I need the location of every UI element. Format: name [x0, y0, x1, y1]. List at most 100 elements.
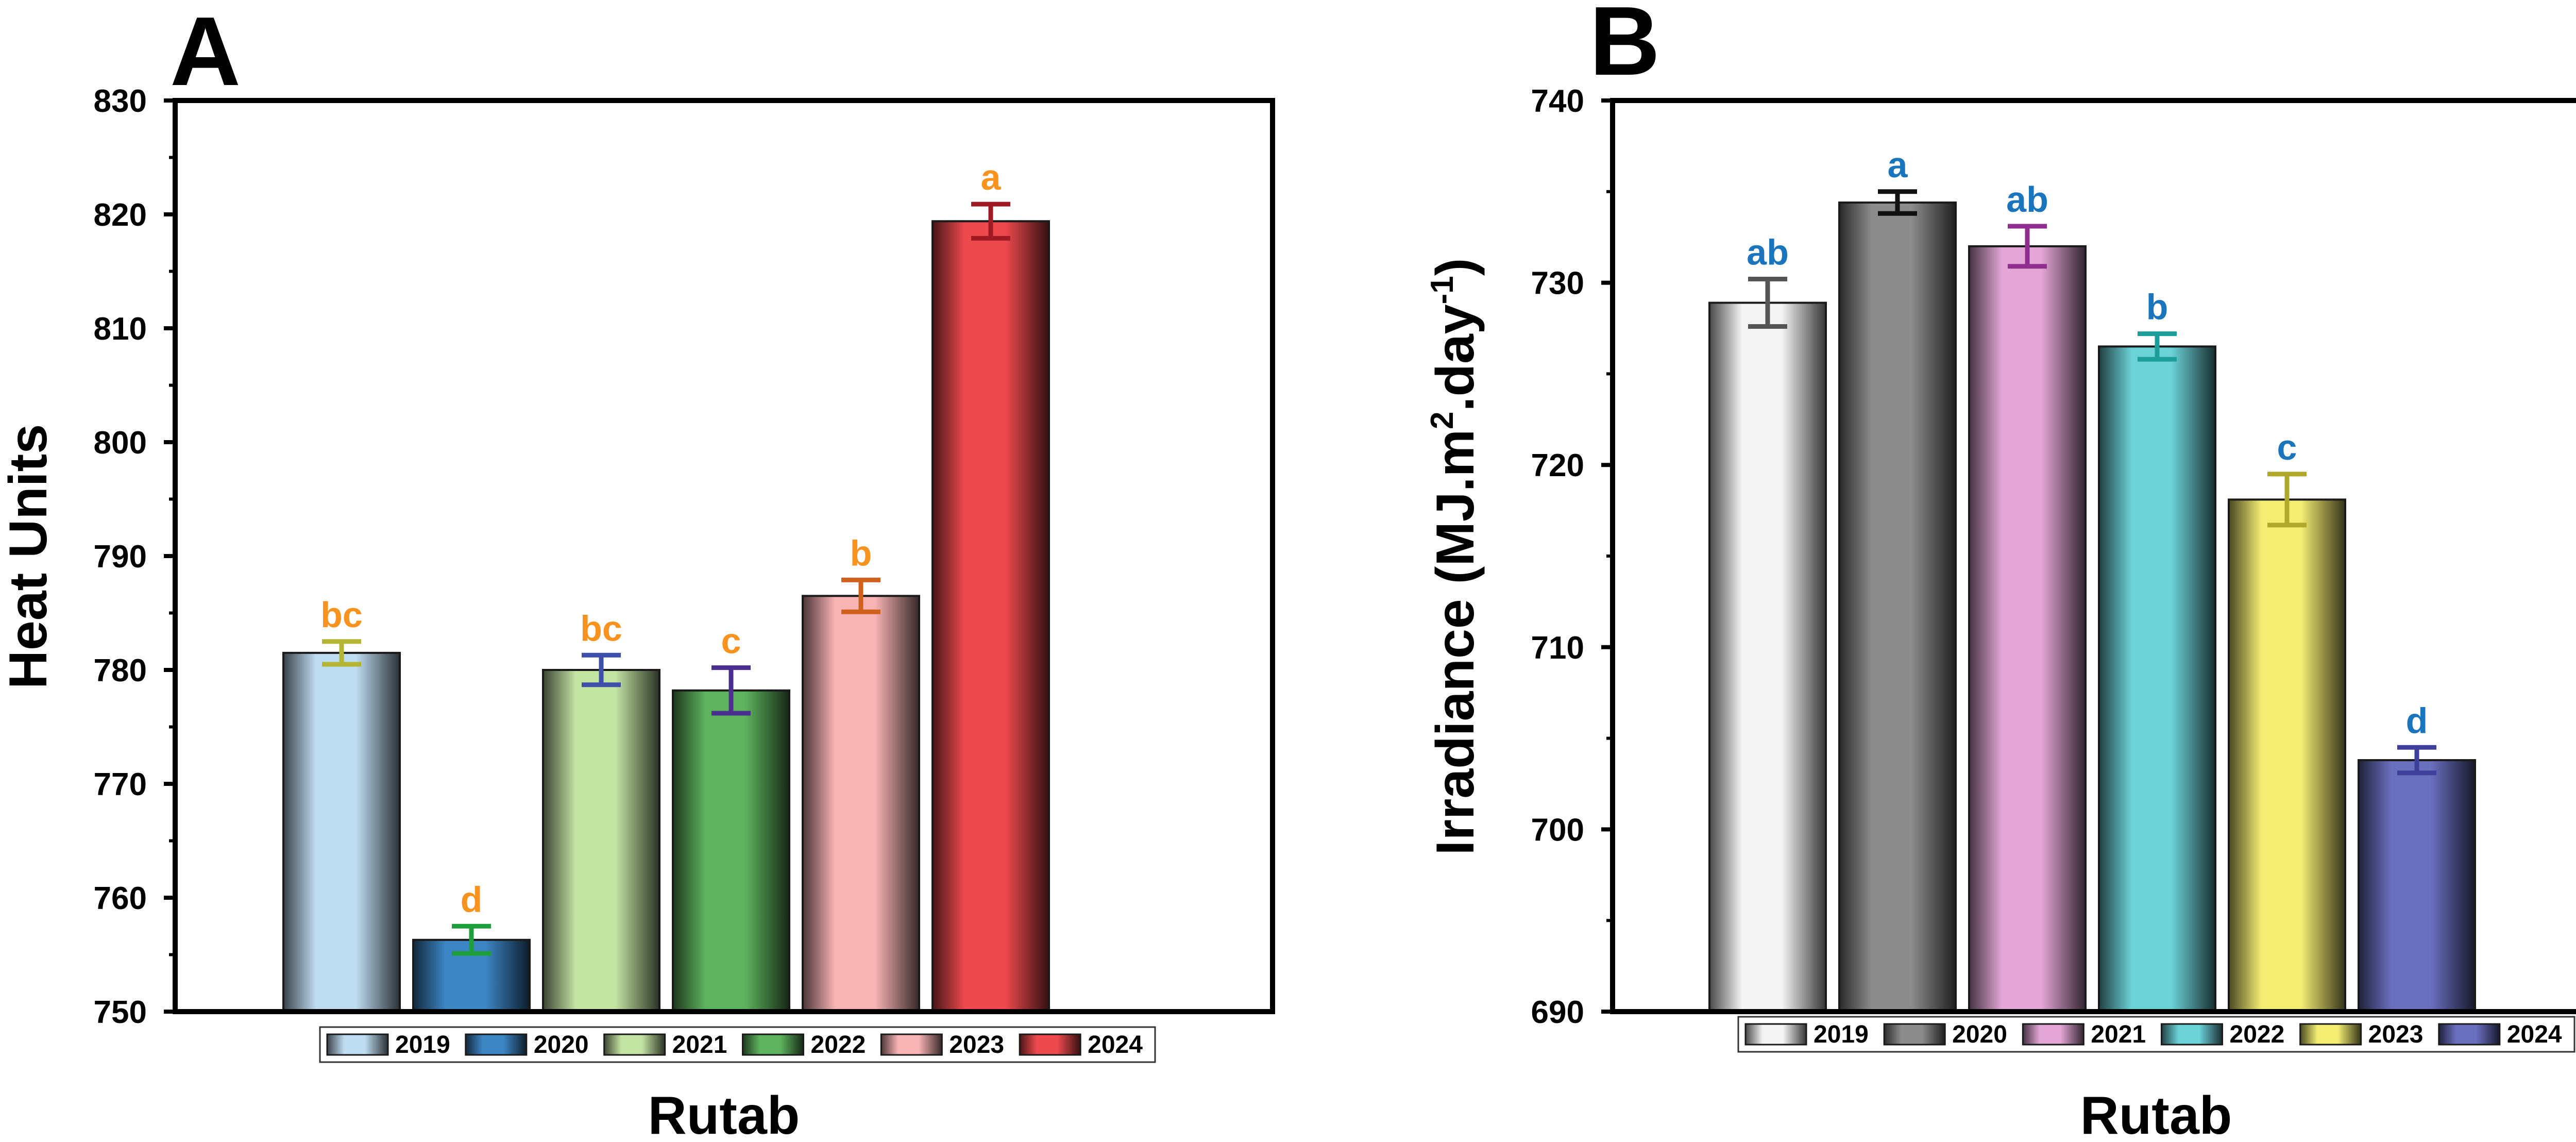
significance-letter-2023: c	[2277, 427, 2297, 467]
panel-b-legend: 2019 2020 2021 2022 2023 2024	[1737, 1016, 2575, 1053]
significance-letter-2022: c	[721, 621, 741, 661]
panel-b-y-title-part3: )	[1426, 258, 1485, 276]
legend-label: 2019	[395, 1031, 450, 1059]
error-bar-2023	[841, 577, 880, 614]
panel-a-significance-letters: bc d bc c b a	[320, 157, 1001, 919]
y-tick-label: 800	[94, 425, 147, 461]
panel-a-y-axis-title: Heat Units	[0, 424, 58, 689]
bar-2021	[542, 669, 660, 1013]
y-tick-label: 830	[94, 83, 147, 119]
legend-item-2022: 2022	[742, 1031, 866, 1059]
bar-2024	[2358, 759, 2476, 1013]
panel-a-error-bars	[322, 201, 1010, 956]
y-tick-label: 690	[1531, 995, 1584, 1030]
legend-label: 2023	[949, 1031, 1004, 1059]
y-tick-label: 700	[1531, 812, 1584, 848]
bar-2023	[2228, 498, 2346, 1013]
error-bar-2020	[1878, 189, 1917, 216]
y-tick-label: 820	[94, 197, 147, 233]
legend-item-2020: 2020	[465, 1031, 589, 1059]
bar-2020	[1838, 201, 1957, 1013]
legend-swatch	[1019, 1033, 1081, 1056]
significance-letter-2019: bc	[320, 595, 363, 635]
bar-2024	[931, 220, 1050, 1013]
significance-letter-2024: a	[981, 157, 1002, 197]
legend-swatch	[1883, 1023, 1946, 1046]
legend-item-2023: 2023	[880, 1031, 1004, 1059]
panel-b-y-title-sup1: 2	[1425, 411, 1460, 429]
panel-b-y-axis-title: Irradiance (MJ.m2.day-1)	[1425, 258, 1485, 855]
y-tick-label: 710	[1531, 630, 1584, 666]
significance-letter-2022: b	[2146, 287, 2168, 327]
y-tick-label: 810	[94, 311, 147, 347]
panel-a-y-axis: 750 760 770 780 790 800 810 820 830	[94, 83, 175, 1030]
panel-a-legend: 2019 2020 2021 2022 2023 2024	[319, 1026, 1156, 1063]
legend-item-2021: 2021	[603, 1031, 727, 1059]
legend-box	[319, 1026, 1156, 1063]
significance-letter-2021: bc	[580, 608, 622, 648]
legend-label: 2022	[811, 1031, 866, 1059]
legend-label: 2019	[1814, 1021, 1869, 1048]
legend-item-2024: 2024	[2438, 1021, 2562, 1048]
error-bar-2020	[452, 923, 491, 956]
legend-item-2023: 2023	[2299, 1021, 2424, 1048]
legend-label: 2020	[1952, 1021, 2007, 1048]
legend-label: 2022	[2230, 1021, 2285, 1048]
legend-box	[1737, 1016, 2575, 1053]
legend-swatch	[1744, 1023, 1807, 1046]
y-tick-label: 720	[1531, 448, 1584, 483]
legend-item-2024: 2024	[1019, 1031, 1143, 1059]
legend-swatch	[603, 1033, 666, 1056]
panel-a-bars	[282, 220, 1050, 1013]
y-tick-label: 740	[1531, 83, 1584, 119]
panel-b-x-axis-title: Rutab	[2080, 1086, 2232, 1142]
panel-b-bars	[1708, 201, 2476, 1013]
legend-label: 2024	[2507, 1021, 2562, 1048]
legend-item-2019: 2019	[1744, 1021, 1869, 1048]
significance-letter-2020: a	[1888, 145, 1908, 185]
legend-item-2019: 2019	[326, 1031, 450, 1059]
error-bar-2024	[971, 201, 1010, 241]
legend-item-2020: 2020	[1883, 1021, 2007, 1048]
panel-b-significance-letters: ab a ab b c d	[1747, 145, 2428, 741]
y-tick-label: 750	[94, 995, 147, 1030]
panel-a: A bc d bc c b a 750 760 770 780 790 800 810 820 830 H…	[0, 0, 1275, 1142]
legend-label: 2020	[534, 1031, 589, 1059]
panel-b-y-title-sup2: -1	[1425, 276, 1460, 304]
bar-2022	[2098, 345, 2216, 1013]
panel-a-x-axis-title: Rutab	[648, 1086, 800, 1142]
legend-label: 2024	[1088, 1031, 1143, 1059]
legend-label: 2021	[672, 1031, 727, 1059]
panel-b-y-title-part1: Irradiance (MJ.m	[1426, 429, 1485, 855]
y-tick-label: 780	[94, 653, 147, 688]
panel-a-letter: A	[170, 0, 241, 106]
panel-b: B ab a ab b c d 690 700 710 720 730 740 Irradiance…	[1425, 0, 2576, 1142]
error-bar-2019	[322, 639, 361, 667]
significance-letter-2019: ab	[1747, 232, 1789, 273]
legend-label: 2023	[2368, 1021, 2424, 1048]
legend-swatch	[742, 1033, 804, 1056]
legend-label: 2021	[2091, 1021, 2146, 1048]
error-bar-2023	[2267, 472, 2307, 528]
legend-swatch	[326, 1033, 389, 1056]
error-bar-2021	[2008, 224, 2047, 269]
y-tick-label: 770	[94, 767, 147, 802]
bar-2023	[802, 595, 920, 1013]
legend-swatch	[2022, 1023, 2084, 1046]
bar-2022	[672, 689, 790, 1013]
error-bar-2019	[1748, 277, 1787, 329]
legend-swatch	[2438, 1023, 2501, 1046]
legend-swatch	[2299, 1023, 2362, 1046]
legend-swatch	[2161, 1023, 2223, 1046]
significance-letter-2021: ab	[2006, 179, 2048, 220]
significance-letter-2020: d	[461, 879, 483, 919]
legend-item-2022: 2022	[2161, 1021, 2285, 1048]
panel-b-error-bars	[1748, 189, 2436, 776]
error-bar-2024	[2397, 745, 2436, 776]
y-tick-label: 730	[1531, 266, 1584, 301]
legend-swatch	[880, 1033, 943, 1056]
error-bar-2022	[2138, 331, 2177, 362]
bar-2019	[1708, 301, 1827, 1013]
panel-b-y-axis: 690 700 710 720 730 740	[1531, 83, 1613, 1030]
